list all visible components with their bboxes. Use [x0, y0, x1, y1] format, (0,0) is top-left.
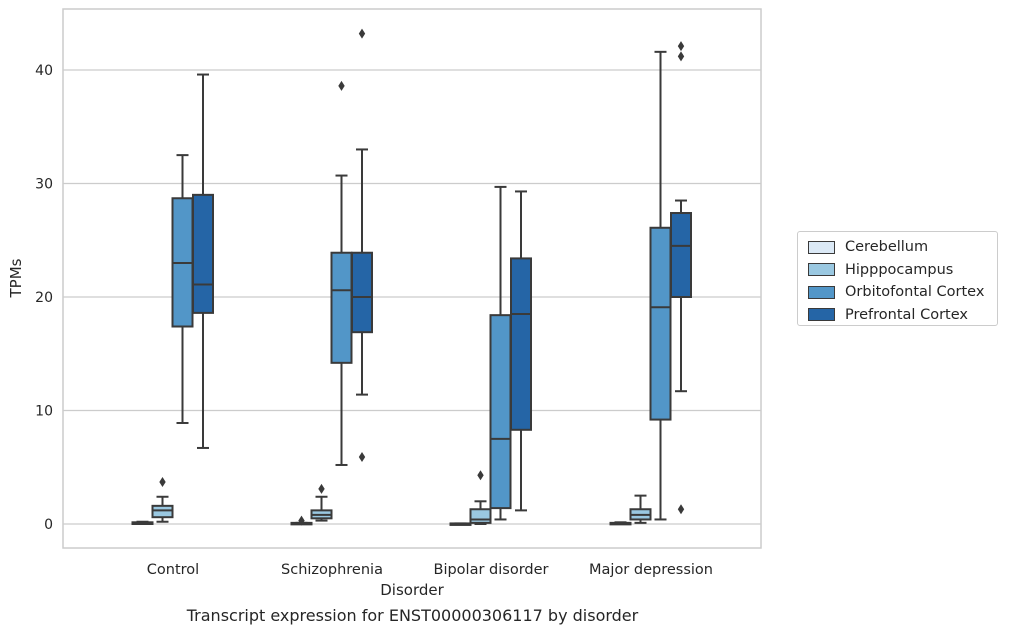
- outlier-point: [677, 504, 685, 515]
- box-0-2: [449, 522, 472, 526]
- x-tick-label: Major depression: [589, 562, 713, 578]
- legend-label: Cerebellum: [845, 239, 929, 256]
- legend-label: Prefrontal Cortex: [845, 306, 968, 323]
- box-iqr: [489, 314, 512, 510]
- box-1-2: [469, 470, 492, 525]
- box-2-1: [330, 80, 353, 466]
- box-2-0: [171, 154, 194, 424]
- box-3-0: [192, 73, 214, 449]
- y-tick-labels: 0 10 20 30 40: [35, 63, 53, 533]
- outlier-point: [677, 41, 685, 52]
- legend-swatch: [808, 308, 835, 322]
- box-1-1: [310, 483, 333, 522]
- box-0-3: [609, 521, 632, 526]
- x-tick-label: Control: [147, 562, 199, 578]
- legend-swatch: [808, 263, 835, 277]
- x-axis-label: Disorder: [380, 581, 444, 599]
- x-tick-label: Schizophrenia: [281, 562, 383, 578]
- outlier-point: [358, 452, 366, 463]
- outlier-point: [477, 470, 484, 481]
- outlier-point: [298, 515, 305, 526]
- legend-label: Orbitofontal Cortex: [845, 284, 985, 301]
- y-axis-label: TPMs: [7, 258, 25, 298]
- box-3-1: [351, 28, 373, 463]
- box-iqr: [351, 251, 373, 334]
- plot-area-frame: [62, 8, 762, 549]
- box-2-3: [649, 50, 672, 521]
- y-tick-label: 40: [35, 63, 53, 79]
- box-3-3: [670, 41, 692, 515]
- box-iqr: [469, 508, 492, 524]
- box-iqr: [649, 226, 672, 421]
- outlier-point: [358, 28, 366, 39]
- box-3-2: [510, 190, 532, 512]
- box-1-3: [629, 494, 652, 524]
- x-tick-labels: Control Schizophrenia Bipolar disorder Majo…: [147, 562, 713, 578]
- outlier-point: [338, 80, 345, 91]
- figure-caption: Transcript expression for ENST0000030611…: [186, 606, 639, 625]
- legend: Cerebellum Hipppocampus Orbitofontal Corte…: [797, 231, 998, 326]
- y-tick-label: 20: [35, 290, 53, 306]
- box-groups: [131, 28, 692, 526]
- y-tick-label: 0: [44, 517, 53, 533]
- box-iqr: [670, 212, 692, 298]
- x-tick-label: Bipolar disorder: [434, 562, 549, 578]
- outlier-point: [677, 51, 685, 62]
- legend-swatch: [808, 240, 835, 254]
- legend-item: Hipppocampus: [808, 259, 997, 282]
- outlier-point: [318, 483, 325, 494]
- legend-item: Prefrontal Cortex: [808, 304, 997, 327]
- box-iqr: [192, 193, 214, 314]
- box-iqr: [151, 504, 174, 519]
- box-0-1: [290, 515, 313, 526]
- box-iqr: [510, 257, 532, 431]
- box-0-0: [131, 520, 154, 525]
- legend-item: Cerebellum: [808, 236, 997, 259]
- y-tick-label: 10: [35, 404, 53, 420]
- box-2-2: [489, 185, 512, 521]
- legend-label: Hipppocampus: [845, 261, 954, 278]
- box-1-0: [151, 477, 174, 523]
- y-tick-label: 30: [35, 177, 53, 193]
- box-iqr: [330, 251, 353, 364]
- legend-swatch: [808, 285, 835, 299]
- outlier-point: [159, 477, 166, 488]
- legend-item: Orbitofontal Cortex: [808, 281, 997, 304]
